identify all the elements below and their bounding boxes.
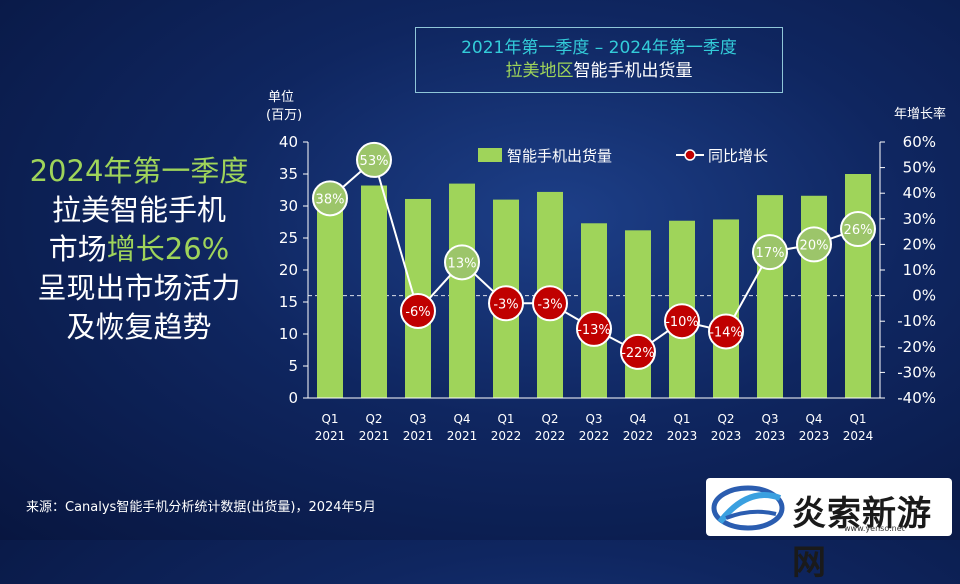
bar-12	[845, 174, 871, 398]
x-tick-label-8: Q1 2023	[667, 412, 698, 443]
left-tick-label: 10	[279, 325, 298, 343]
bar-3	[449, 183, 475, 398]
headline-line5: 及恢复趋势	[66, 310, 212, 344]
right-tick-label: -30%	[897, 363, 936, 381]
growth-line-layer: 38% 53% -6% 13% -3% -3% -13% -22% -10% -14% 17% 20%…	[312, 141, 876, 370]
x-tick-label-11: Q4 2023	[799, 412, 830, 443]
headline-block: 2024年第一季度 拉美智能手机 市场增长26% 呈现出市场活力 及恢复趋势	[8, 152, 270, 347]
legend-line-marker	[684, 149, 696, 161]
right-tick-label: 40%	[903, 184, 936, 202]
growth-data-label-3: 13%	[448, 256, 477, 271]
growth-marker-8	[664, 303, 700, 340]
x-tick-label-4: Q1 2022	[491, 412, 522, 443]
headline-line3-b: 增长26%	[106, 232, 230, 266]
chart-title-line2-b: 智能手机出货量	[573, 61, 693, 81]
x-tick-label-10: Q3 2023	[755, 412, 786, 443]
growth-data-label-9: -14%	[709, 325, 743, 340]
bar-7	[625, 230, 651, 398]
x-tick-label-2: Q3 2021	[403, 412, 434, 443]
right-tick-label: 10%	[903, 261, 936, 279]
growth-data-label-4: -3%	[493, 297, 518, 312]
growth-marker-10	[752, 234, 788, 271]
x-tick-label-7: Q4 2022	[623, 412, 654, 443]
growth-data-label-1: 53%	[360, 154, 389, 169]
chart-title-line1: 2021年第一季度 – 2024年第一季度	[461, 38, 737, 58]
chart-title-line2: 拉美地区智能手机出货量	[416, 60, 782, 83]
x-tick-label-1: Q2 2021	[359, 412, 390, 443]
axis-layer: 0 5 10 15 20 25 30 35 40 -40% -30% -20% -10% 0% 10% 20%…	[266, 90, 946, 443]
headline-line3-a: 市场	[48, 232, 107, 266]
right-tick-label: -10%	[897, 312, 936, 330]
watermark-text: 炎索新游网	[792, 494, 932, 583]
growth-data-label-8: -10%	[665, 315, 699, 330]
legend-line-label: 同比增长	[708, 147, 768, 165]
bar-11	[801, 195, 827, 398]
growth-marker-3	[444, 244, 480, 281]
chart-title-box: 2021年第一季度 – 2024年第一季度 拉美地区智能手机出货量	[415, 27, 783, 93]
bar-1	[361, 185, 387, 398]
growth-marker-1	[356, 141, 392, 178]
growth-data-label-0: 38%	[316, 192, 345, 207]
bar-0	[317, 190, 343, 398]
chart-title-line2-a: 拉美地区	[505, 61, 574, 81]
growth-marker-5	[532, 285, 568, 322]
growth-marker-0	[312, 180, 348, 217]
growth-marker-11	[796, 226, 832, 263]
left-tick-label: 35	[279, 165, 298, 183]
chart-canvas: 38% 53% -6% 13% -3% -3% -13% -22% -10% -14% 17% 20%…	[266, 90, 946, 443]
left-tick-label: 20	[279, 261, 298, 279]
watermark-url: www.yenso.net	[844, 524, 905, 533]
growth-data-label-5: -3%	[537, 297, 562, 312]
watermark-logo-icon	[711, 485, 785, 531]
growth-marker-7	[620, 333, 656, 370]
growth-marker-9	[708, 313, 744, 350]
headline-line2: 拉美智能手机	[51, 193, 226, 227]
bar-9	[713, 219, 739, 398]
right-tick-label: 60%	[903, 133, 936, 151]
growth-marker-4	[488, 285, 524, 322]
headline-line4: 呈现出市场活力	[37, 271, 241, 305]
right-tick-label: 20%	[903, 235, 936, 253]
right-tick-label: 30%	[903, 210, 936, 228]
x-tick-label-12: Q1 2024	[843, 412, 874, 443]
legend-bar-swatch	[478, 148, 502, 162]
left-tick-label: 15	[279, 293, 298, 311]
right-tick-label: 50%	[903, 159, 936, 177]
source-note: 来源：Canalys智能手机分析统计数据(出货量)，2024年5月	[26, 500, 376, 515]
growth-marker-6	[576, 310, 612, 347]
watermark: 炎索新游网 www.yenso.net	[706, 478, 952, 583]
left-tick-label: 0	[288, 389, 298, 407]
legend-bar-label: 智能手机出货量	[507, 147, 612, 165]
growth-data-label-2: -6%	[405, 305, 430, 320]
headline-line3: 市场增长26%	[8, 230, 270, 269]
bars-layer	[317, 174, 871, 398]
right-tick-label: 0%	[912, 287, 936, 305]
x-tick-label-5: Q2 2022	[535, 412, 566, 443]
growth-data-label-6: -13%	[577, 323, 611, 338]
growth-marker-2	[400, 292, 436, 329]
growth-data-label-12: 26%	[844, 223, 873, 238]
left-axis-label-line1: 单位	[268, 90, 294, 105]
growth-marker-12	[840, 211, 876, 248]
x-tick-label-0: Q1 2021	[315, 412, 346, 443]
left-tick-label: 5	[288, 357, 298, 375]
left-tick-label: 30	[279, 197, 298, 215]
left-tick-label: 25	[279, 229, 298, 247]
x-tick-label-6: Q3 2022	[579, 412, 610, 443]
growth-data-label-11: 20%	[800, 238, 829, 253]
x-tick-label-3: Q4 2021	[447, 412, 478, 443]
growth-data-label-7: -22%	[621, 346, 655, 361]
right-axis-label: 年增长率	[894, 106, 946, 122]
growth-data-label-10: 17%	[756, 246, 785, 261]
headline-line1: 2024年第一季度	[29, 154, 249, 188]
legend: 智能手机出货量 同比增长	[478, 147, 768, 165]
right-tick-label: -40%	[897, 389, 936, 407]
x-tick-label-9: Q2 2023	[711, 412, 742, 443]
bar-6	[581, 223, 607, 398]
bar-10	[757, 195, 783, 398]
right-tick-label: -20%	[897, 338, 936, 356]
left-axis-label-line2: (百万)	[266, 108, 302, 123]
left-tick-label: 40	[279, 133, 298, 151]
